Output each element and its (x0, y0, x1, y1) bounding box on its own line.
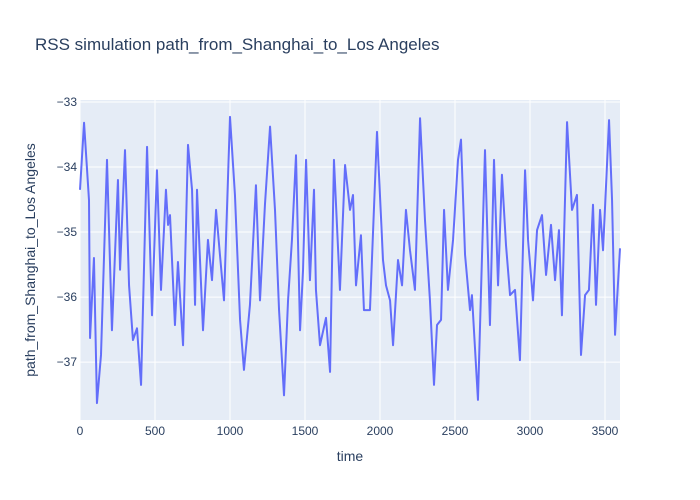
x-axis-title: time (337, 448, 364, 464)
line-series (79, 115, 621, 405)
x-tick-label: 1000 (217, 424, 244, 438)
y-tick-label: −33 (57, 95, 78, 109)
y-tick-label: −34 (57, 160, 78, 174)
x-tick-label: 2500 (442, 424, 469, 438)
x-tick-label: 1500 (292, 424, 319, 438)
plot-area (80, 100, 620, 420)
x-tick-label: 500 (145, 424, 165, 438)
y-tick-label: −35 (57, 225, 78, 239)
marks (79, 115, 621, 405)
x-tick-label: 3000 (517, 424, 544, 438)
chart-title: RSS simulation path_from_Shanghai_to_Los… (35, 35, 440, 54)
y-tick-label: −36 (57, 290, 78, 304)
x-tick-label: 3500 (592, 424, 619, 438)
y-tick-label: −37 (57, 355, 78, 369)
y-axis-title: path_from_Shanghai_to_Los Angeles (22, 143, 38, 377)
x-tick-label: 0 (77, 424, 84, 438)
grid (79, 100, 620, 420)
x-tick-label: 2000 (367, 424, 394, 438)
